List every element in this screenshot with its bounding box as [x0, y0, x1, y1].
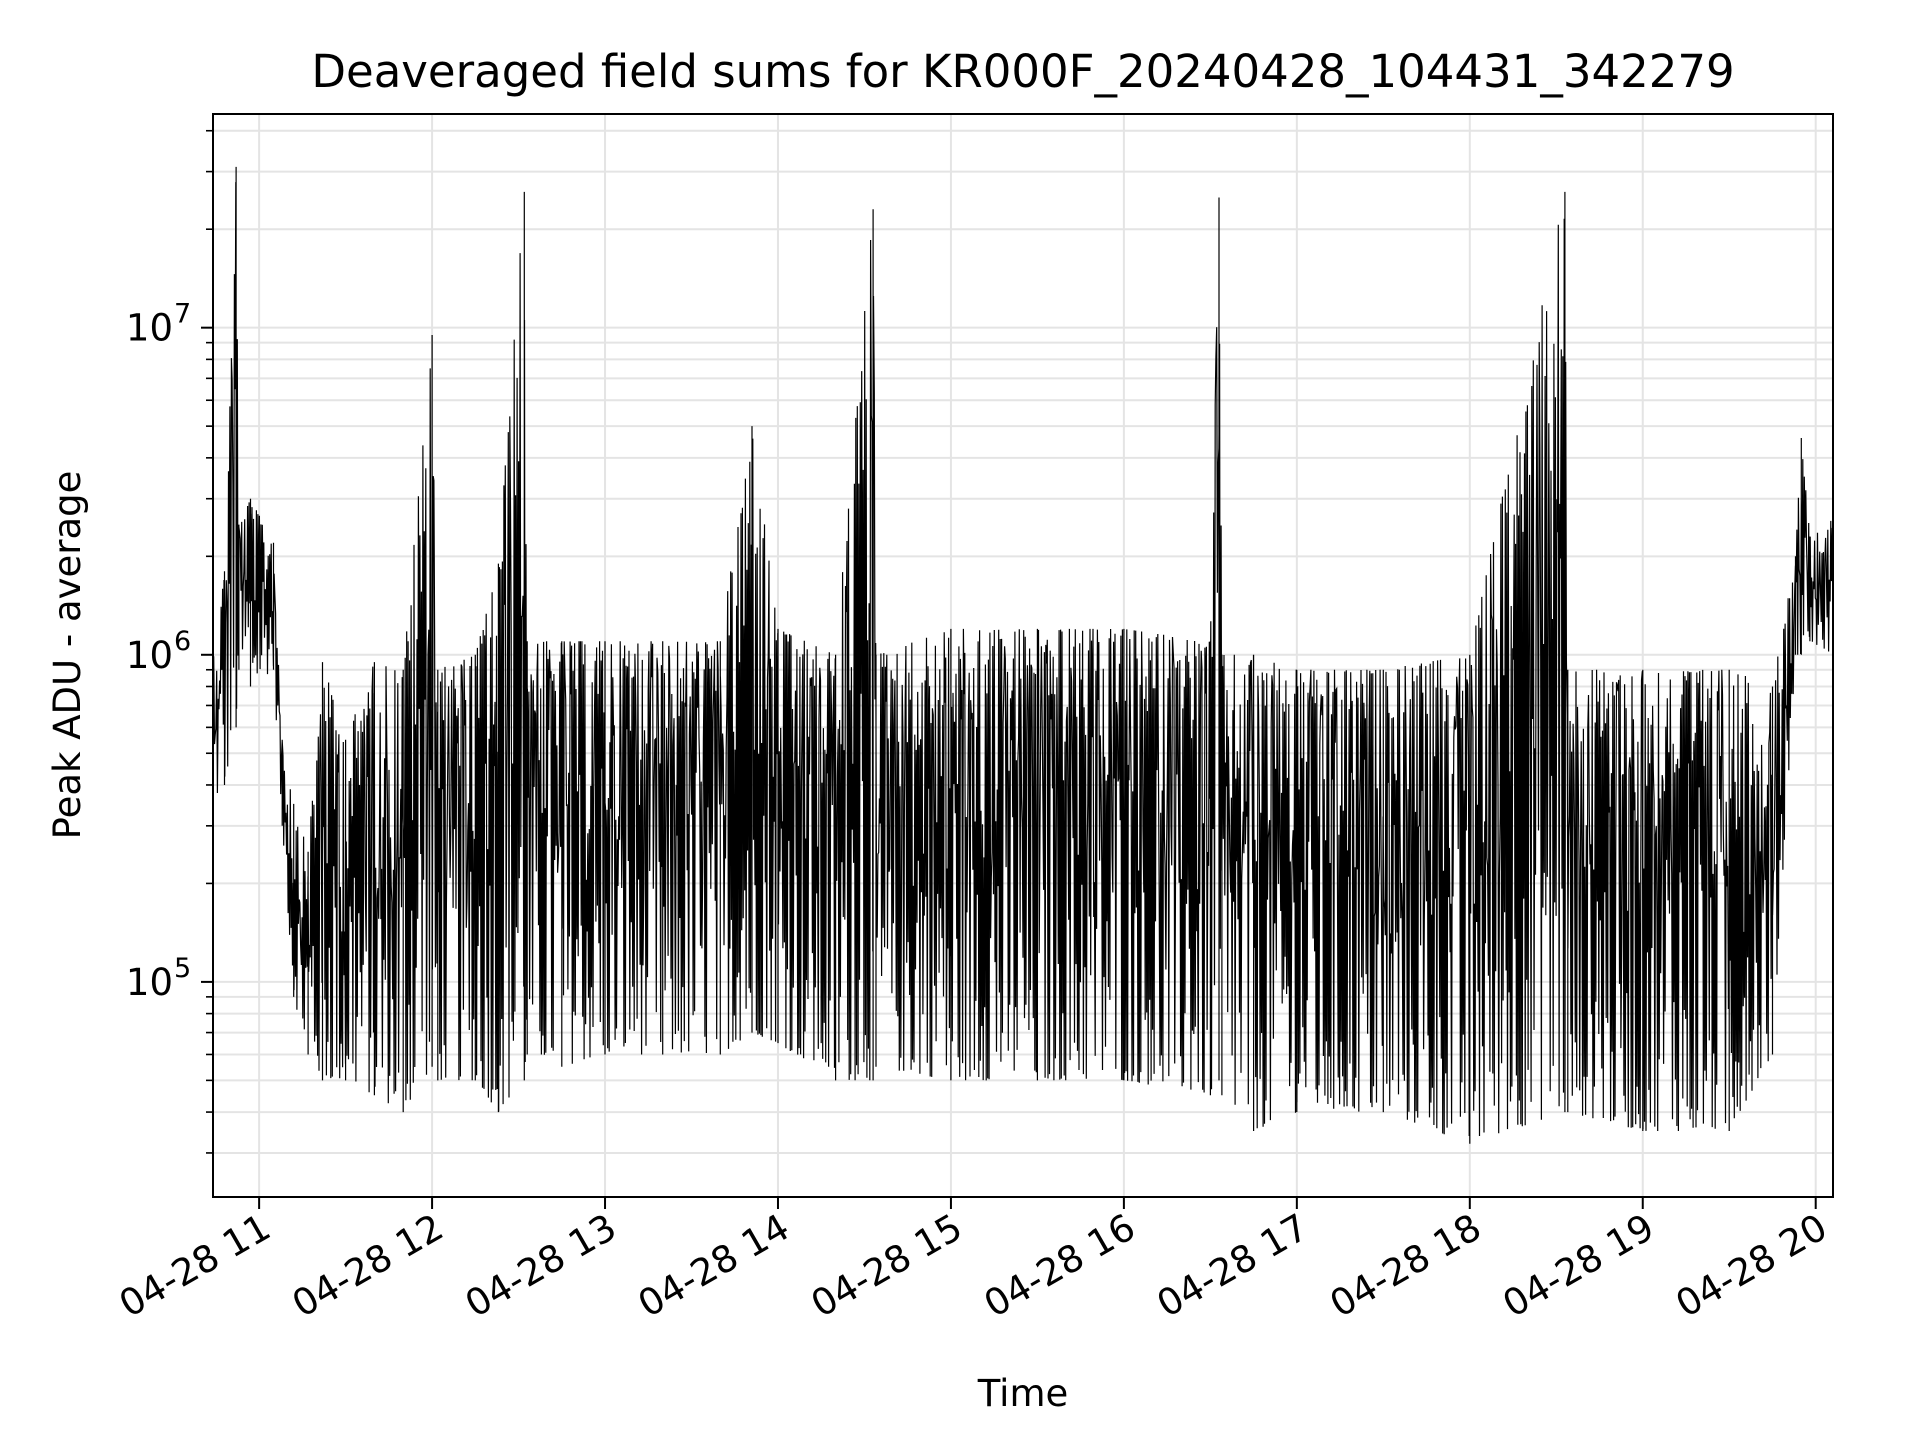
y-tick-label: 10: [126, 961, 173, 1004]
x-tick-label: 04-28 12: [285, 1206, 451, 1326]
y-tick-label: 10: [126, 634, 173, 677]
y-tick-exponent: 7: [174, 299, 191, 330]
x-tick-label: 04-28 16: [977, 1206, 1143, 1326]
y-axis-label: Peak ADU - average: [46, 471, 89, 840]
x-tick-label: 04-28 20: [1669, 1206, 1835, 1326]
series-line: [212, 166, 1834, 1144]
x-tick-label: 04-28 11: [112, 1206, 278, 1326]
x-tick-label: 04-28 18: [1323, 1206, 1489, 1326]
chart-title: Deaveraged field sums for KR000F_2024042…: [311, 45, 1734, 98]
y-tick-exponent: 5: [174, 953, 191, 984]
x-axis-ticks: 04-28 11 04-28 12 04-28 13 04-28 14 04-28 15…: [112, 1197, 1834, 1326]
series-path: [212, 166, 1834, 1144]
y-tick-label: 10: [126, 307, 173, 350]
y-tick-exponent: 6: [174, 626, 191, 657]
x-tick-label: 04-28 19: [1496, 1206, 1662, 1326]
x-axis-label: Time: [977, 1372, 1069, 1415]
x-tick-label: 04-28 17: [1150, 1206, 1316, 1326]
x-tick-label: 04-28 15: [804, 1206, 970, 1326]
x-tick-label: 04-28 14: [631, 1206, 797, 1326]
x-tick-label: 04-28 13: [458, 1206, 624, 1326]
grid: [213, 114, 1833, 1197]
